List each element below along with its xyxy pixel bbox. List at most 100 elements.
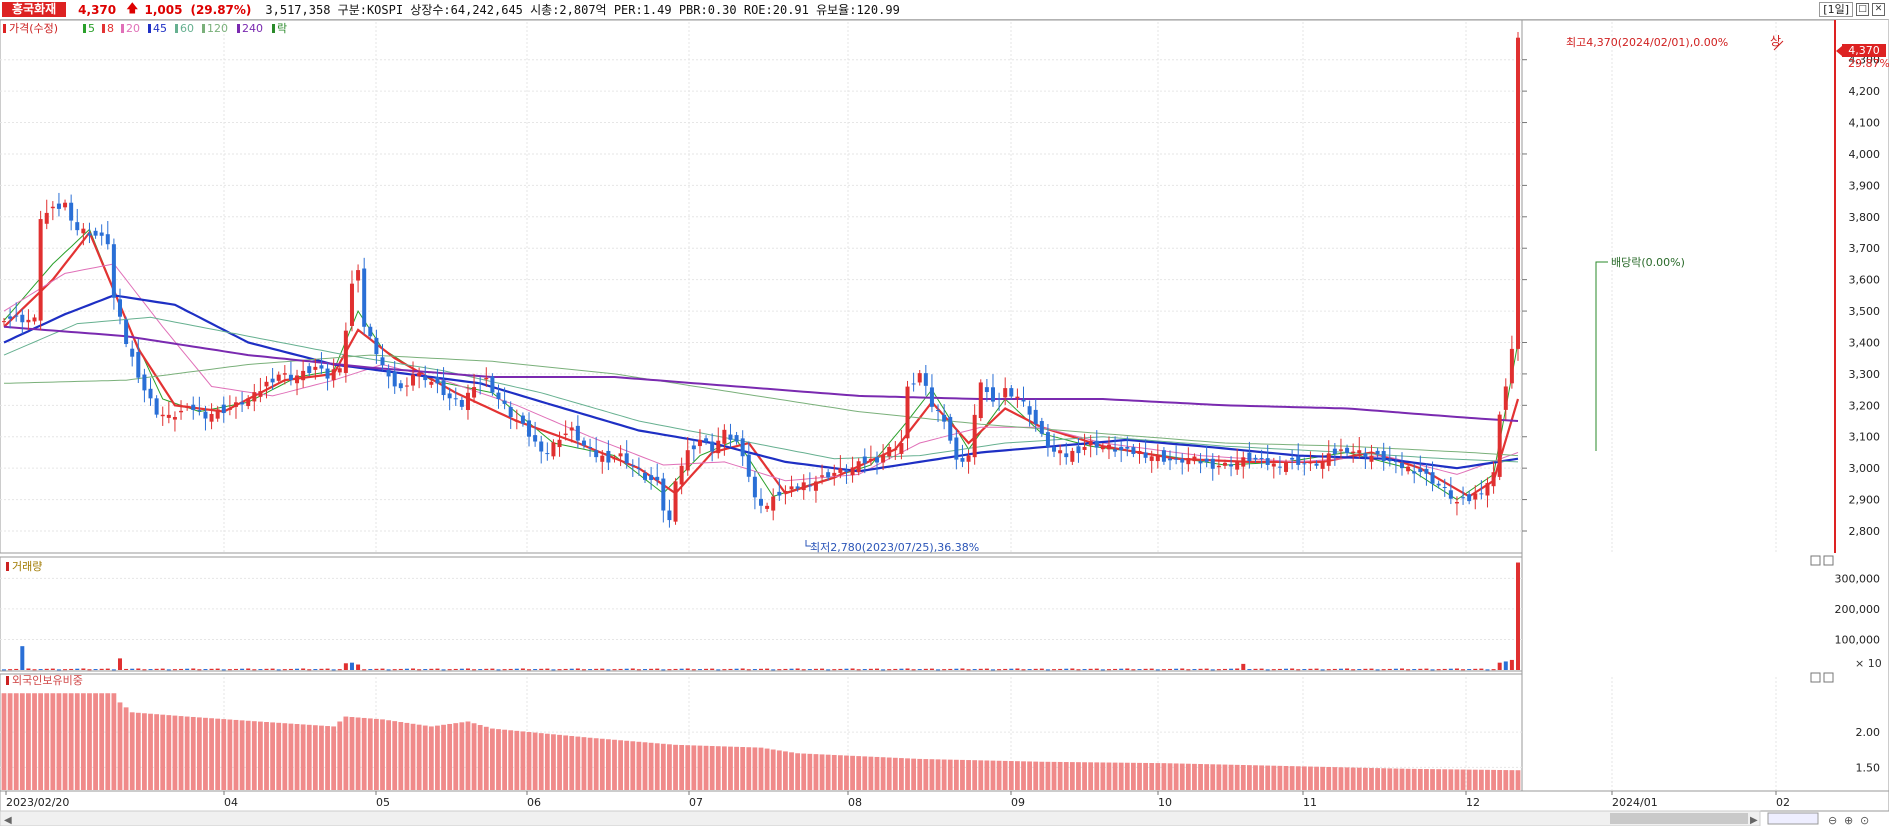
foreign-bar xyxy=(1002,760,1008,790)
candle-body xyxy=(1192,456,1197,462)
volume-bar xyxy=(881,669,886,671)
candle-body xyxy=(1174,458,1179,460)
volume-bar xyxy=(136,668,141,670)
foreign-bar xyxy=(50,693,56,790)
foreign-bar xyxy=(721,746,727,790)
foreign-bar xyxy=(184,716,190,790)
candle-body xyxy=(331,369,336,381)
foreign-bar xyxy=(752,747,758,790)
candle-body xyxy=(887,447,892,457)
foreign-bar xyxy=(953,759,959,790)
y-tick-label: 3,300 xyxy=(1849,368,1881,381)
candle-body xyxy=(1442,487,1447,489)
foreign-bar xyxy=(1466,769,1472,790)
volume-bar xyxy=(1479,668,1484,670)
candle-body xyxy=(1094,440,1099,448)
candle-body xyxy=(111,244,116,298)
volume-bar xyxy=(288,668,293,670)
foreign-bar xyxy=(239,720,245,790)
foreign-bar xyxy=(1051,761,1057,790)
candle-body xyxy=(69,202,74,221)
volume-bar xyxy=(1418,668,1423,670)
volume-bar xyxy=(581,669,586,671)
y-tick-label: 2,900 xyxy=(1849,494,1881,507)
candle-body xyxy=(459,399,464,407)
x-tick-label: 04 xyxy=(224,796,238,809)
price-change: 1,005 xyxy=(144,2,183,17)
stock-name[interactable]: 흥국화재 xyxy=(2,2,67,17)
volume-bar xyxy=(1161,669,1166,671)
volume-bar xyxy=(331,669,336,671)
price-box-value: 4,370 xyxy=(1848,44,1880,57)
candle-body xyxy=(362,268,367,327)
foreign-bar xyxy=(734,746,739,790)
period-selector[interactable]: [1일] xyxy=(1819,2,1853,17)
volume-bar xyxy=(14,668,19,670)
candle-body xyxy=(575,425,580,441)
foreign-bar xyxy=(1210,764,1216,790)
scrollbar-thumb[interactable] xyxy=(1610,813,1748,824)
candle-body xyxy=(87,233,92,236)
volume-bar xyxy=(777,669,782,671)
volume-bar xyxy=(502,669,507,671)
volume-bar xyxy=(307,669,312,671)
foreign-bar xyxy=(1082,762,1087,790)
candle-body xyxy=(246,398,251,407)
volume-bar xyxy=(295,668,300,670)
volume-bar xyxy=(704,668,709,670)
maximize-icon[interactable]: □ xyxy=(1856,3,1869,16)
volume-bar xyxy=(1400,668,1405,670)
volume-bar xyxy=(1131,669,1136,671)
foreign-bar xyxy=(465,721,471,790)
dividend-annotation: 배당락(0.00%) xyxy=(1611,256,1685,269)
candle-body xyxy=(20,314,25,323)
pane-controls[interactable] xyxy=(1810,555,1834,683)
volume-bar xyxy=(1314,668,1319,670)
foreign-bar xyxy=(1198,764,1203,790)
x-tick-label: 12 xyxy=(1466,796,1480,809)
candle-body xyxy=(325,368,330,379)
foreign-bar xyxy=(886,757,892,790)
zoom-in-icon: ⊕ xyxy=(1844,814,1853,826)
horizontal-scrollbar[interactable]: ◀ ▶ xyxy=(0,810,1761,826)
candle-body xyxy=(691,445,696,450)
foreign-bar xyxy=(758,747,764,790)
candle-body xyxy=(948,416,953,441)
volume-bar xyxy=(484,668,489,670)
volume-bar xyxy=(398,668,403,670)
candle-body xyxy=(1045,432,1050,447)
candle-body xyxy=(233,402,238,407)
foreign-bar xyxy=(373,718,379,790)
candle-body xyxy=(826,472,831,478)
volume-bar xyxy=(441,669,446,671)
foreign-bar xyxy=(441,724,446,790)
foreign-bar xyxy=(1338,767,1344,790)
volume-bar xyxy=(636,669,641,671)
foreign-bar xyxy=(1100,762,1106,790)
close-icon[interactable]: ✕ xyxy=(1872,3,1885,16)
volume-bar xyxy=(368,669,373,671)
candle-body xyxy=(759,498,763,506)
candle-body xyxy=(1210,458,1215,469)
candle-body xyxy=(386,370,391,377)
foreign-bar xyxy=(38,693,44,790)
volume-bar xyxy=(606,669,611,671)
candle-body xyxy=(630,464,635,466)
candle-body xyxy=(1003,388,1008,398)
candle-body xyxy=(1168,458,1173,461)
candle-body xyxy=(209,413,214,422)
candle-body xyxy=(1454,501,1459,504)
volume-bar xyxy=(453,668,458,670)
volume-bar xyxy=(246,668,251,670)
volume-bar xyxy=(117,658,122,670)
zoom-controls[interactable]: ⊖ ⊕ ⊙ xyxy=(1767,812,1869,826)
volume-bar xyxy=(1393,668,1398,670)
low-annotation: 최저2,780(2023/07/25),36.38% xyxy=(810,541,979,554)
foreign-bar xyxy=(673,744,678,790)
candle-body xyxy=(1229,464,1234,467)
candle-body xyxy=(276,374,281,381)
foreign-bar xyxy=(764,748,770,790)
volume-bar xyxy=(2,669,6,671)
foreign-bar xyxy=(453,723,459,790)
